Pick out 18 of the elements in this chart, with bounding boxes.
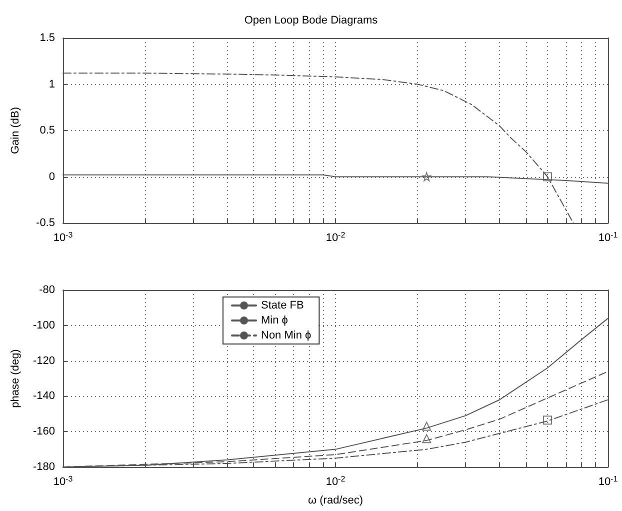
y-tick-label: -180: [32, 461, 55, 473]
y-tick-label: -120: [32, 354, 55, 367]
y-tick-label: 0: [48, 170, 55, 183]
y-tick-label: -160: [32, 426, 55, 438]
y-tick-label: -80: [39, 284, 55, 296]
y-tick-label: 0.5: [40, 124, 55, 136]
chart-title: Open Loop Bode Diagrams: [244, 14, 378, 26]
y-tick-label: -140: [32, 390, 55, 402]
legend-label: Min ϕ: [261, 314, 288, 326]
y-tick-label: 1.5: [40, 32, 55, 44]
y-axis-title: Gain (dB): [10, 106, 22, 154]
y-axis-title: phase (deg): [10, 349, 22, 408]
x-axis-title: ω (rad/sec): [308, 494, 364, 506]
legend-label: State FB: [261, 300, 304, 312]
y-tick-label: 1: [48, 78, 55, 90]
y-tick-label: -0.5: [36, 217, 55, 229]
y-tick-label: -100: [32, 319, 55, 332]
legend-label: Non Min ϕ: [261, 330, 312, 342]
